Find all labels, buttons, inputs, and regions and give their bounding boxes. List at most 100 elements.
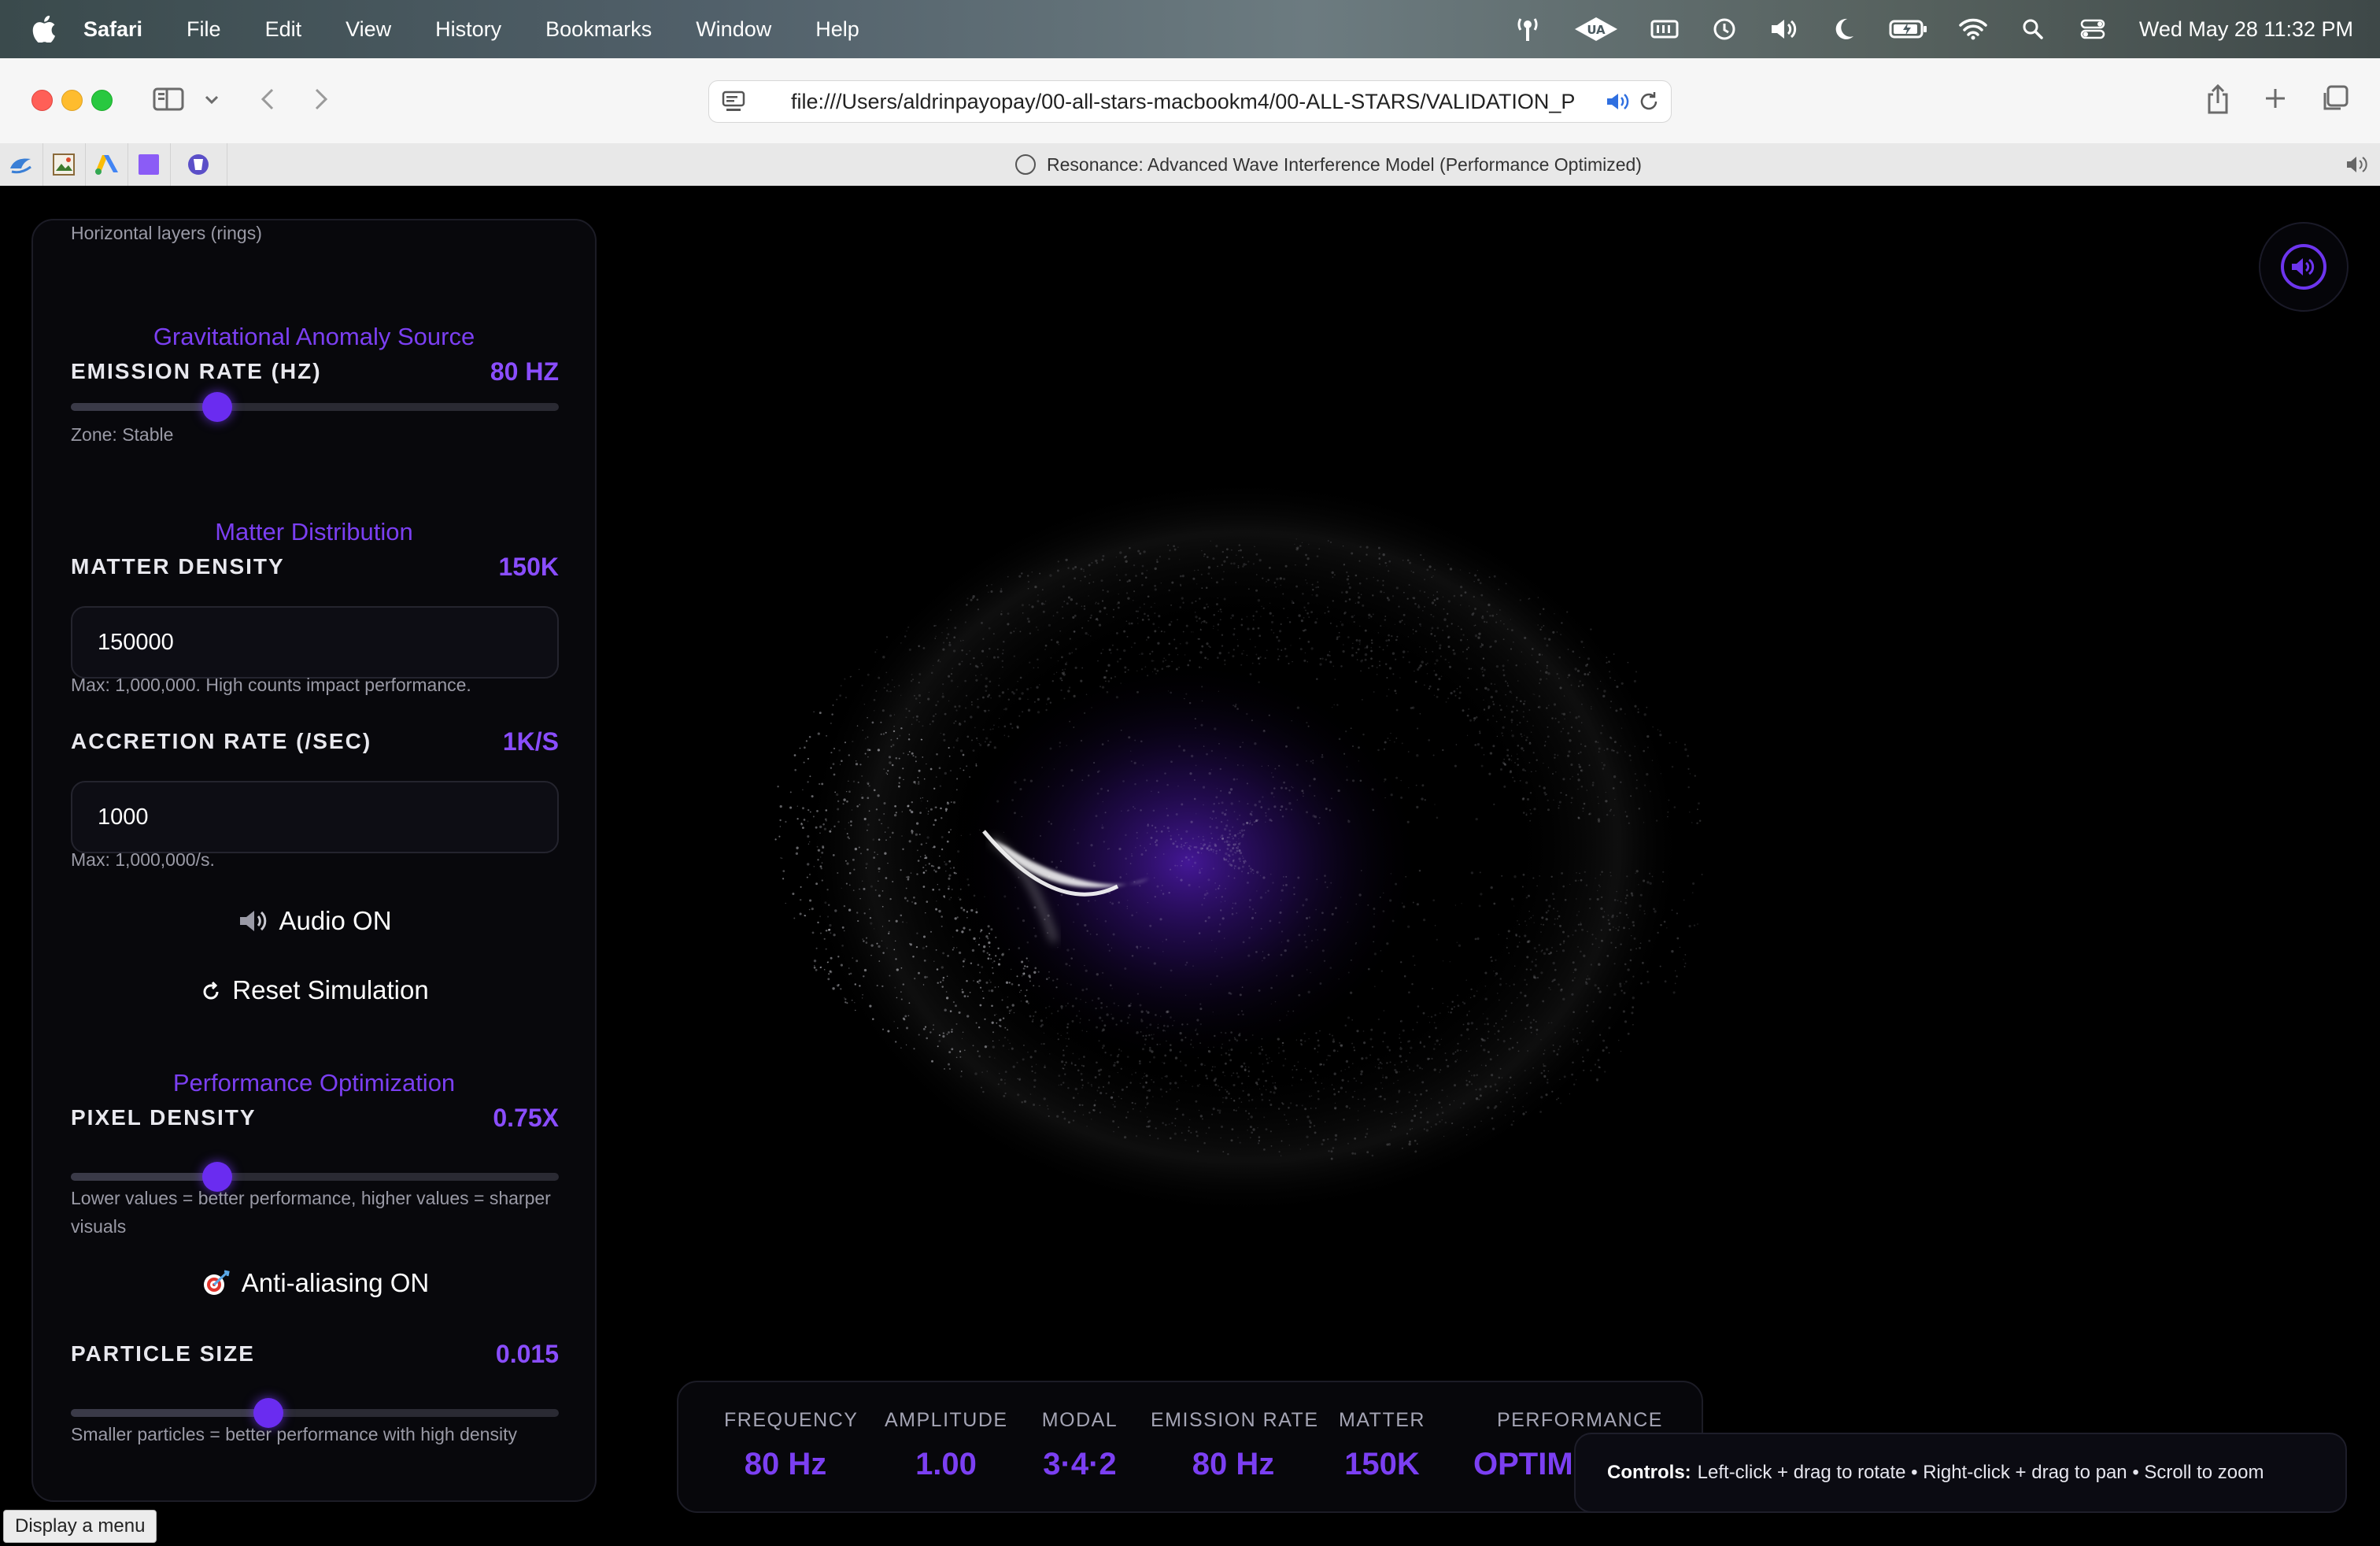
menu-window[interactable]: Window — [696, 17, 772, 41]
menu-help[interactable]: Help — [815, 17, 859, 41]
particle — [833, 773, 836, 776]
particle — [1156, 559, 1159, 561]
menu-bookmarks[interactable]: Bookmarks — [545, 17, 652, 41]
particle — [1271, 1075, 1273, 1078]
antenna-icon[interactable] — [1513, 14, 1543, 44]
reset-simulation-button[interactable]: Reset Simulation — [71, 967, 559, 1014]
share-icon[interactable] — [2204, 82, 2232, 117]
control-center-icon[interactable] — [2078, 14, 2108, 44]
particle — [1317, 1089, 1320, 1093]
particle — [1236, 778, 1238, 780]
particle — [1646, 706, 1648, 708]
pinned-tab-3-icon[interactable] — [85, 143, 128, 186]
tab-overview-icon[interactable] — [2319, 83, 2350, 115]
audio-toggle-button[interactable]: Audio ON — [71, 897, 559, 945]
particle — [1382, 553, 1385, 557]
particle-size-slider[interactable] — [71, 1398, 559, 1428]
particle — [1619, 982, 1622, 986]
emission-rate-slider-thumb[interactable] — [202, 392, 232, 422]
menu-edit[interactable]: Edit — [264, 17, 302, 41]
particle — [1232, 1083, 1236, 1087]
particle — [1029, 980, 1031, 982]
particle — [1163, 631, 1166, 633]
particle-visualization[interactable] — [614, 186, 2380, 1546]
pixel-density-slider-thumb[interactable] — [202, 1162, 232, 1192]
memory-icon[interactable] — [1650, 14, 1680, 44]
accretion-rate-input[interactable] — [71, 781, 559, 853]
pinned-tab-2-icon[interactable] — [42, 143, 86, 186]
particle — [1431, 1057, 1433, 1060]
particle — [966, 653, 968, 656]
particle — [1153, 1056, 1155, 1059]
particle — [1494, 640, 1497, 643]
particle — [1189, 1119, 1191, 1121]
active-tab[interactable]: Resonance: Advanced Wave Interference Mo… — [1015, 143, 1642, 186]
particle — [1596, 1079, 1598, 1082]
particle — [1197, 1056, 1199, 1059]
sidebar-toggle-icon[interactable] — [151, 83, 186, 115]
tab-audio-icon[interactable] — [1605, 89, 1630, 114]
particle — [1237, 867, 1240, 870]
window-close-button[interactable] — [31, 90, 53, 111]
moon-icon[interactable] — [1829, 14, 1859, 44]
particle — [1418, 869, 1421, 872]
pinned-tab-5-icon[interactable] — [170, 143, 227, 186]
pinned-tab-4-icon[interactable] — [128, 143, 171, 186]
volume-icon[interactable] — [1769, 14, 1799, 44]
particle — [1155, 830, 1158, 833]
time-machine-icon[interactable] — [1709, 14, 1739, 44]
tab-mute-icon[interactable] — [2344, 153, 2369, 176]
particle — [1218, 1089, 1221, 1091]
particle — [1354, 574, 1358, 577]
particle — [1482, 657, 1485, 660]
particle — [1430, 633, 1433, 635]
menu-file[interactable]: File — [187, 17, 221, 41]
menu-view[interactable]: View — [346, 17, 392, 41]
particle — [1062, 785, 1064, 787]
chevron-down-icon[interactable] — [201, 90, 222, 110]
particle — [1384, 741, 1387, 744]
particle — [1409, 1069, 1410, 1071]
particle — [1140, 740, 1143, 743]
matter-density-input[interactable] — [71, 606, 559, 679]
window-minimize-button[interactable] — [61, 90, 83, 111]
window-zoom-button[interactable] — [91, 90, 113, 111]
particle — [1214, 882, 1216, 884]
particle — [1514, 761, 1516, 764]
particle — [995, 936, 997, 938]
page-menu-icon[interactable] — [720, 89, 747, 114]
url-text[interactable]: file:///Users/aldrinpayopay/00-all-stars… — [791, 90, 1576, 113]
spotlight-icon[interactable] — [2018, 14, 2048, 44]
back-icon[interactable] — [253, 85, 282, 113]
particle — [1065, 1061, 1067, 1063]
particle — [1433, 694, 1436, 696]
particle — [1192, 631, 1194, 633]
address-bar[interactable]: file:///Users/aldrinpayopay/00-all-stars… — [708, 80, 1672, 123]
particle — [1205, 621, 1208, 624]
forward-icon[interactable] — [307, 85, 335, 113]
particle — [1241, 865, 1244, 868]
particle — [1213, 849, 1215, 851]
particle — [1372, 613, 1374, 616]
new-tab-icon[interactable] — [2260, 83, 2290, 113]
particle — [1225, 756, 1227, 759]
particle — [1157, 1026, 1159, 1030]
menu-history[interactable]: History — [435, 17, 502, 41]
menubar-clock[interactable]: Wed May 28 11:32 PM — [2138, 17, 2353, 41]
anti-aliasing-toggle-button[interactable]: Anti-aliasing ON — [71, 1259, 559, 1307]
ua-connect-icon[interactable]: UA — [1572, 14, 1620, 44]
emission-rate-slider[interactable] — [71, 392, 559, 422]
pinned-tab-1-icon[interactable] — [0, 143, 43, 186]
wifi-icon[interactable] — [1958, 14, 1988, 44]
particle — [1526, 736, 1528, 739]
battery-icon[interactable] — [1889, 14, 1928, 44]
particle — [1239, 851, 1243, 855]
menu-app-name[interactable]: Safari — [83, 17, 143, 41]
floating-audio-toggle[interactable] — [2259, 222, 2349, 312]
pixel-density-slider[interactable] — [71, 1162, 559, 1192]
particle — [1445, 701, 1447, 703]
particle — [1417, 604, 1420, 606]
reload-icon[interactable] — [1636, 89, 1661, 114]
apple-menu-icon[interactable] — [31, 15, 57, 43]
particle-size-slider-thumb[interactable] — [253, 1398, 284, 1428]
